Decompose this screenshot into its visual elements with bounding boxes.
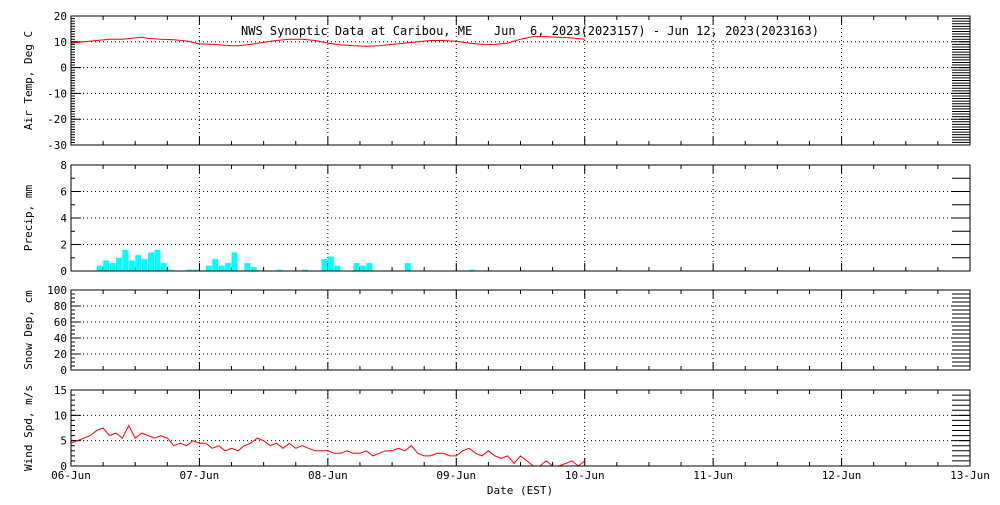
y-tick-label: -20 xyxy=(47,113,67,126)
precip-bar xyxy=(96,265,103,271)
precip-bar xyxy=(128,260,135,271)
x-tick-label: 12-Jun xyxy=(822,469,862,482)
y-tick-label: 15 xyxy=(54,384,67,397)
precip-bar xyxy=(353,263,360,271)
y-tick-label: 20 xyxy=(54,348,67,361)
precip-bar xyxy=(122,249,129,271)
y-tick-label: 4 xyxy=(60,212,67,225)
precip-bar xyxy=(167,269,174,271)
y-tick-label: -10 xyxy=(47,87,67,100)
air-temp-line xyxy=(70,36,585,47)
precip-bar xyxy=(244,263,251,271)
precip-bar xyxy=(366,263,373,271)
precip-bar xyxy=(218,265,225,271)
y-tick-label: 10 xyxy=(54,36,67,49)
x-tick-label: 06-Jun xyxy=(51,469,91,482)
precip-bar xyxy=(327,256,334,271)
precip-bar xyxy=(141,259,148,271)
panel-frame xyxy=(70,289,971,371)
y-tick-label: 80 xyxy=(54,300,67,313)
precip-bar xyxy=(231,252,238,271)
precip-bar xyxy=(193,269,199,271)
y-tick-label: 0 xyxy=(60,460,67,473)
y-axis-title: Precip, mm xyxy=(22,185,35,252)
panel-snow-depth: 0 20 40 60 80 100 Snow Dep, cm xyxy=(22,284,971,377)
precip-bar xyxy=(359,265,366,271)
x-tick-label: 09-Jun xyxy=(436,469,476,482)
y-axis-title: Snow Dep, cm xyxy=(22,290,35,370)
precip-bar xyxy=(103,260,110,271)
precip-bar xyxy=(186,269,193,271)
y-tick-label: 60 xyxy=(54,316,67,329)
precip-bar xyxy=(115,257,122,271)
y-tick-label: 20 xyxy=(54,10,67,23)
wind-speed-line xyxy=(70,424,586,467)
x-tick-label: 10-Jun xyxy=(565,469,605,482)
precip-bar xyxy=(154,249,161,271)
precip-bar xyxy=(212,259,219,271)
x-axis-title: Date (EST) xyxy=(487,484,553,497)
panel-frame xyxy=(70,15,971,146)
y-tick-label: 8 xyxy=(60,159,67,172)
chart-title: NWS Synoptic Data at Caribou, ME Jun 6, … xyxy=(241,24,819,38)
y-tick-label: 2 xyxy=(60,239,67,252)
panel-wind-speed: 0 5 10 15 Wind Spd, m/s xyxy=(22,384,971,473)
precip-bar xyxy=(205,265,212,271)
x-tick-label: 11-Jun xyxy=(693,469,733,482)
precip-bar xyxy=(225,263,232,271)
x-tick-label: 07-Jun xyxy=(180,469,220,482)
panel-air-temp: -30 -20 -10 0 10 20 Air Temp, Deg C xyxy=(22,10,971,152)
precip-bar xyxy=(404,263,411,271)
y-tick-label: 6 xyxy=(60,186,67,199)
precip-bar xyxy=(109,263,116,271)
precip-bar xyxy=(276,269,283,271)
y-tick-label: 10 xyxy=(54,409,67,422)
y-tick-label: 40 xyxy=(54,332,67,345)
panel-frame xyxy=(70,164,971,272)
panel-frame xyxy=(70,389,971,467)
precip-bar xyxy=(469,269,476,271)
y-tick-label: 0 xyxy=(60,62,67,75)
y-axis-title: Air Temp, Deg C xyxy=(22,31,35,130)
y-tick-label: 0 xyxy=(60,265,67,278)
precip-bar xyxy=(334,265,341,271)
precip-bar xyxy=(135,255,142,271)
y-axis-title: Wind Spd, m/s xyxy=(22,385,35,471)
x-tick-label: 08-Jun xyxy=(308,469,348,482)
y-tick-label: 100 xyxy=(47,284,67,297)
x-tick-label: 13-Jun xyxy=(950,469,990,482)
precip-bar xyxy=(302,269,309,271)
y-tick-label: 5 xyxy=(60,435,67,448)
precip-bar xyxy=(250,267,257,271)
y-tick-label: -30 xyxy=(47,139,67,152)
y-tick-label: 0 xyxy=(60,364,67,377)
precip-bar xyxy=(160,263,167,271)
panel-precip: 0 2 4 6 8 Precip, mm xyxy=(22,159,971,278)
precip-bar xyxy=(321,259,328,271)
precip-bar xyxy=(148,252,154,271)
